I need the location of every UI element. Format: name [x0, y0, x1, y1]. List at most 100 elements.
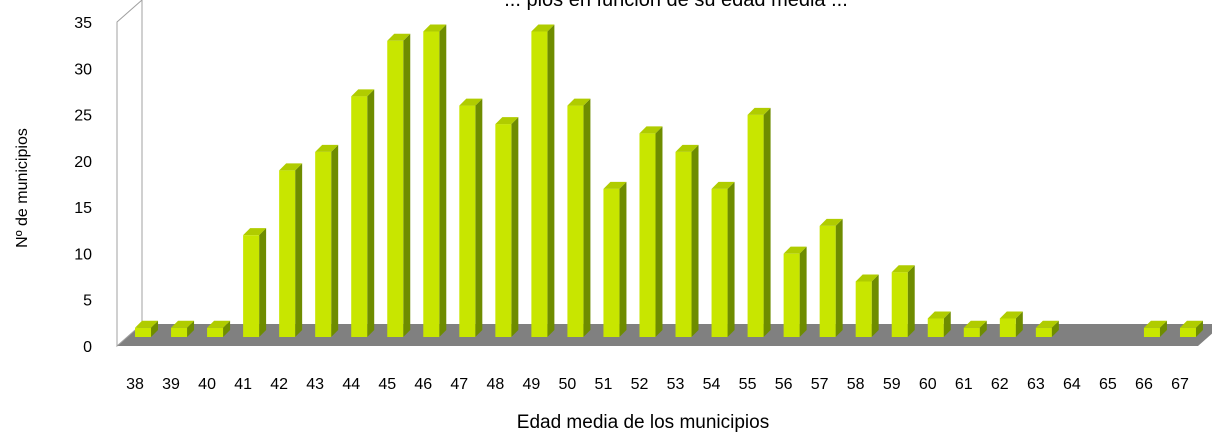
bar-front	[495, 124, 512, 337]
bar-front	[1143, 327, 1160, 337]
chart-side-wall	[116, 0, 143, 348]
x-axis-label: Edad media de los municipios	[517, 412, 769, 432]
x-tick-label: 40	[198, 376, 216, 393]
x-tick-labels: 38 39 40 41 42 43 44 45 46 47 48 49 50 51 52 53 54 55 56 57…	[126, 376, 1189, 393]
bar-top	[243, 228, 267, 236]
bar-top	[279, 163, 303, 171]
bar-front	[315, 151, 332, 337]
bar-top	[999, 311, 1023, 319]
bar-side	[835, 218, 843, 337]
bar-front	[459, 105, 476, 337]
x-tick-label: 46	[414, 376, 432, 393]
bar-front	[171, 327, 188, 337]
x-tick-label: 41	[234, 376, 252, 393]
y-tick-label: 25	[74, 108, 92, 125]
bar-top	[1143, 320, 1167, 328]
bar-front	[711, 188, 728, 337]
bar-top	[1035, 320, 1059, 328]
x-tick-label: 39	[162, 376, 180, 393]
bar-top	[135, 320, 159, 328]
y-axis-label: Nº de municipios	[14, 128, 31, 248]
bar	[675, 144, 699, 337]
x-tick-label: 48	[486, 376, 504, 393]
bar	[819, 218, 843, 337]
bar-side	[151, 320, 159, 337]
y-tick-label: 20	[74, 154, 92, 171]
bar-top	[315, 144, 339, 152]
x-tick-label: 56	[775, 376, 793, 393]
bar-top	[495, 117, 519, 125]
bar-side	[1195, 320, 1203, 337]
bar-front	[927, 318, 944, 337]
bar	[279, 163, 303, 337]
bar-side	[439, 24, 447, 338]
bar-front	[819, 225, 836, 337]
bar	[243, 228, 267, 337]
y-tick-label: 5	[83, 293, 92, 310]
x-tick-label: 45	[378, 376, 396, 393]
bar-front	[675, 151, 692, 337]
bar-front	[243, 235, 260, 337]
bar-side	[187, 320, 195, 337]
bar-front	[639, 133, 656, 337]
bar-front	[423, 31, 440, 338]
bar	[1143, 320, 1167, 337]
bar-top	[675, 144, 699, 152]
x-tick-label: 58	[847, 376, 865, 393]
bar-top	[423, 24, 447, 32]
bar-side	[907, 265, 915, 337]
bar	[459, 98, 483, 337]
bar-front	[1179, 327, 1196, 337]
bar-top	[855, 274, 879, 282]
bar	[1035, 320, 1059, 337]
bar-side	[943, 311, 951, 337]
bar	[603, 181, 627, 337]
bar-top	[567, 98, 591, 106]
x-tick-label: 57	[811, 376, 829, 393]
bar-top	[459, 98, 483, 106]
bar-top	[819, 218, 843, 226]
bar-front	[135, 327, 152, 337]
bar-front	[1035, 327, 1052, 337]
bar-side	[799, 246, 807, 337]
bar-front	[999, 318, 1016, 337]
bar	[1179, 320, 1203, 337]
bar	[855, 274, 879, 337]
bar-side	[583, 98, 591, 337]
x-tick-label: 49	[522, 376, 540, 393]
x-tick-label: 53	[667, 376, 685, 393]
bar-side	[547, 24, 555, 338]
bar-side	[691, 144, 699, 337]
bar	[963, 320, 987, 337]
x-tick-label: 65	[1099, 376, 1117, 393]
bar	[423, 24, 447, 338]
x-tick-label: 59	[883, 376, 901, 393]
bar-top	[351, 89, 375, 97]
bar-front	[747, 114, 764, 337]
bar-side	[727, 181, 735, 337]
bar	[783, 246, 807, 337]
bar-top	[171, 320, 195, 328]
y-tick-labels: 0 5 10 15 20 25 30 35	[74, 15, 92, 356]
bar-side	[403, 33, 411, 338]
bar	[711, 181, 735, 337]
bar-top	[927, 311, 951, 319]
bar-front	[855, 281, 872, 337]
bar-top	[711, 181, 735, 189]
bar	[387, 33, 411, 338]
bar-side	[295, 163, 303, 337]
bar	[999, 311, 1023, 337]
x-tick-label: 47	[450, 376, 468, 393]
x-tick-label: 54	[703, 376, 721, 393]
bar-front	[387, 40, 404, 338]
bar-top	[1179, 320, 1203, 328]
bar-side	[511, 117, 519, 337]
bar-top	[531, 24, 555, 32]
bar	[135, 320, 159, 337]
bar-side	[331, 144, 339, 337]
x-tick-label: 62	[991, 376, 1009, 393]
x-tick-label: 44	[342, 376, 360, 393]
x-tick-label: 66	[1135, 376, 1153, 393]
bar	[351, 89, 375, 337]
